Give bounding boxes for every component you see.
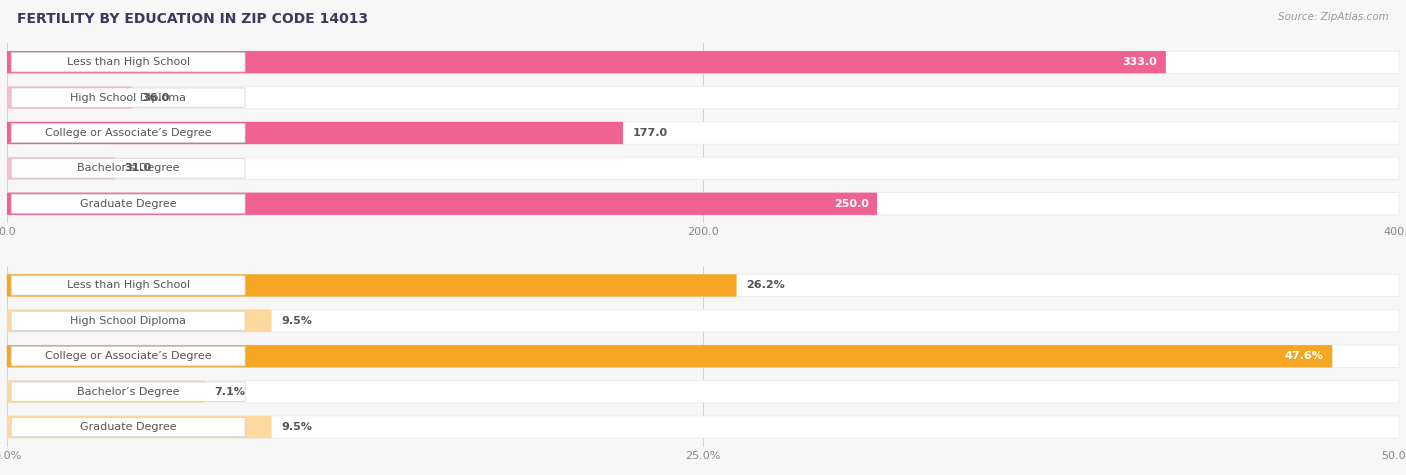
Text: 9.5%: 9.5% bbox=[281, 422, 312, 432]
FancyBboxPatch shape bbox=[11, 382, 245, 401]
Text: Graduate Degree: Graduate Degree bbox=[80, 422, 176, 432]
Text: College or Associate’s Degree: College or Associate’s Degree bbox=[45, 128, 211, 138]
Text: Less than High School: Less than High School bbox=[66, 280, 190, 291]
Text: Graduate Degree: Graduate Degree bbox=[80, 199, 176, 209]
FancyBboxPatch shape bbox=[7, 86, 1399, 109]
FancyBboxPatch shape bbox=[7, 122, 623, 144]
Text: 9.5%: 9.5% bbox=[281, 316, 312, 326]
FancyBboxPatch shape bbox=[7, 193, 877, 215]
FancyBboxPatch shape bbox=[7, 157, 115, 180]
FancyBboxPatch shape bbox=[7, 51, 1399, 73]
FancyBboxPatch shape bbox=[11, 418, 245, 437]
FancyBboxPatch shape bbox=[7, 275, 1399, 296]
FancyBboxPatch shape bbox=[7, 122, 1399, 144]
Text: 31.0: 31.0 bbox=[125, 163, 152, 173]
Text: 47.6%: 47.6% bbox=[1285, 351, 1324, 361]
FancyBboxPatch shape bbox=[11, 124, 245, 142]
Text: High School Diploma: High School Diploma bbox=[70, 316, 186, 326]
Text: Less than High School: Less than High School bbox=[66, 57, 190, 67]
FancyBboxPatch shape bbox=[7, 416, 1399, 438]
Text: 26.2%: 26.2% bbox=[747, 280, 785, 291]
FancyBboxPatch shape bbox=[11, 276, 245, 295]
FancyBboxPatch shape bbox=[7, 86, 132, 109]
Text: High School Diploma: High School Diploma bbox=[70, 93, 186, 103]
FancyBboxPatch shape bbox=[11, 88, 245, 107]
FancyBboxPatch shape bbox=[7, 345, 1333, 367]
FancyBboxPatch shape bbox=[11, 53, 245, 72]
Text: 333.0: 333.0 bbox=[1123, 57, 1157, 67]
Text: Bachelor’s Degree: Bachelor’s Degree bbox=[77, 163, 180, 173]
FancyBboxPatch shape bbox=[11, 194, 245, 213]
Text: 36.0: 36.0 bbox=[142, 93, 170, 103]
Text: Source: ZipAtlas.com: Source: ZipAtlas.com bbox=[1278, 12, 1389, 22]
FancyBboxPatch shape bbox=[7, 157, 1399, 180]
FancyBboxPatch shape bbox=[11, 159, 245, 178]
FancyBboxPatch shape bbox=[7, 51, 1166, 73]
Text: College or Associate’s Degree: College or Associate’s Degree bbox=[45, 351, 211, 361]
FancyBboxPatch shape bbox=[7, 380, 205, 403]
FancyBboxPatch shape bbox=[11, 347, 245, 366]
FancyBboxPatch shape bbox=[11, 311, 245, 331]
FancyBboxPatch shape bbox=[7, 310, 271, 332]
Text: FERTILITY BY EDUCATION IN ZIP CODE 14013: FERTILITY BY EDUCATION IN ZIP CODE 14013 bbox=[17, 12, 368, 26]
Text: 250.0: 250.0 bbox=[834, 199, 869, 209]
Text: 7.1%: 7.1% bbox=[215, 387, 245, 397]
Text: Bachelor’s Degree: Bachelor’s Degree bbox=[77, 387, 180, 397]
FancyBboxPatch shape bbox=[7, 193, 1399, 215]
Text: 177.0: 177.0 bbox=[633, 128, 668, 138]
FancyBboxPatch shape bbox=[7, 380, 1399, 403]
FancyBboxPatch shape bbox=[7, 345, 1399, 367]
FancyBboxPatch shape bbox=[7, 310, 1399, 332]
FancyBboxPatch shape bbox=[7, 275, 737, 296]
FancyBboxPatch shape bbox=[7, 416, 271, 438]
